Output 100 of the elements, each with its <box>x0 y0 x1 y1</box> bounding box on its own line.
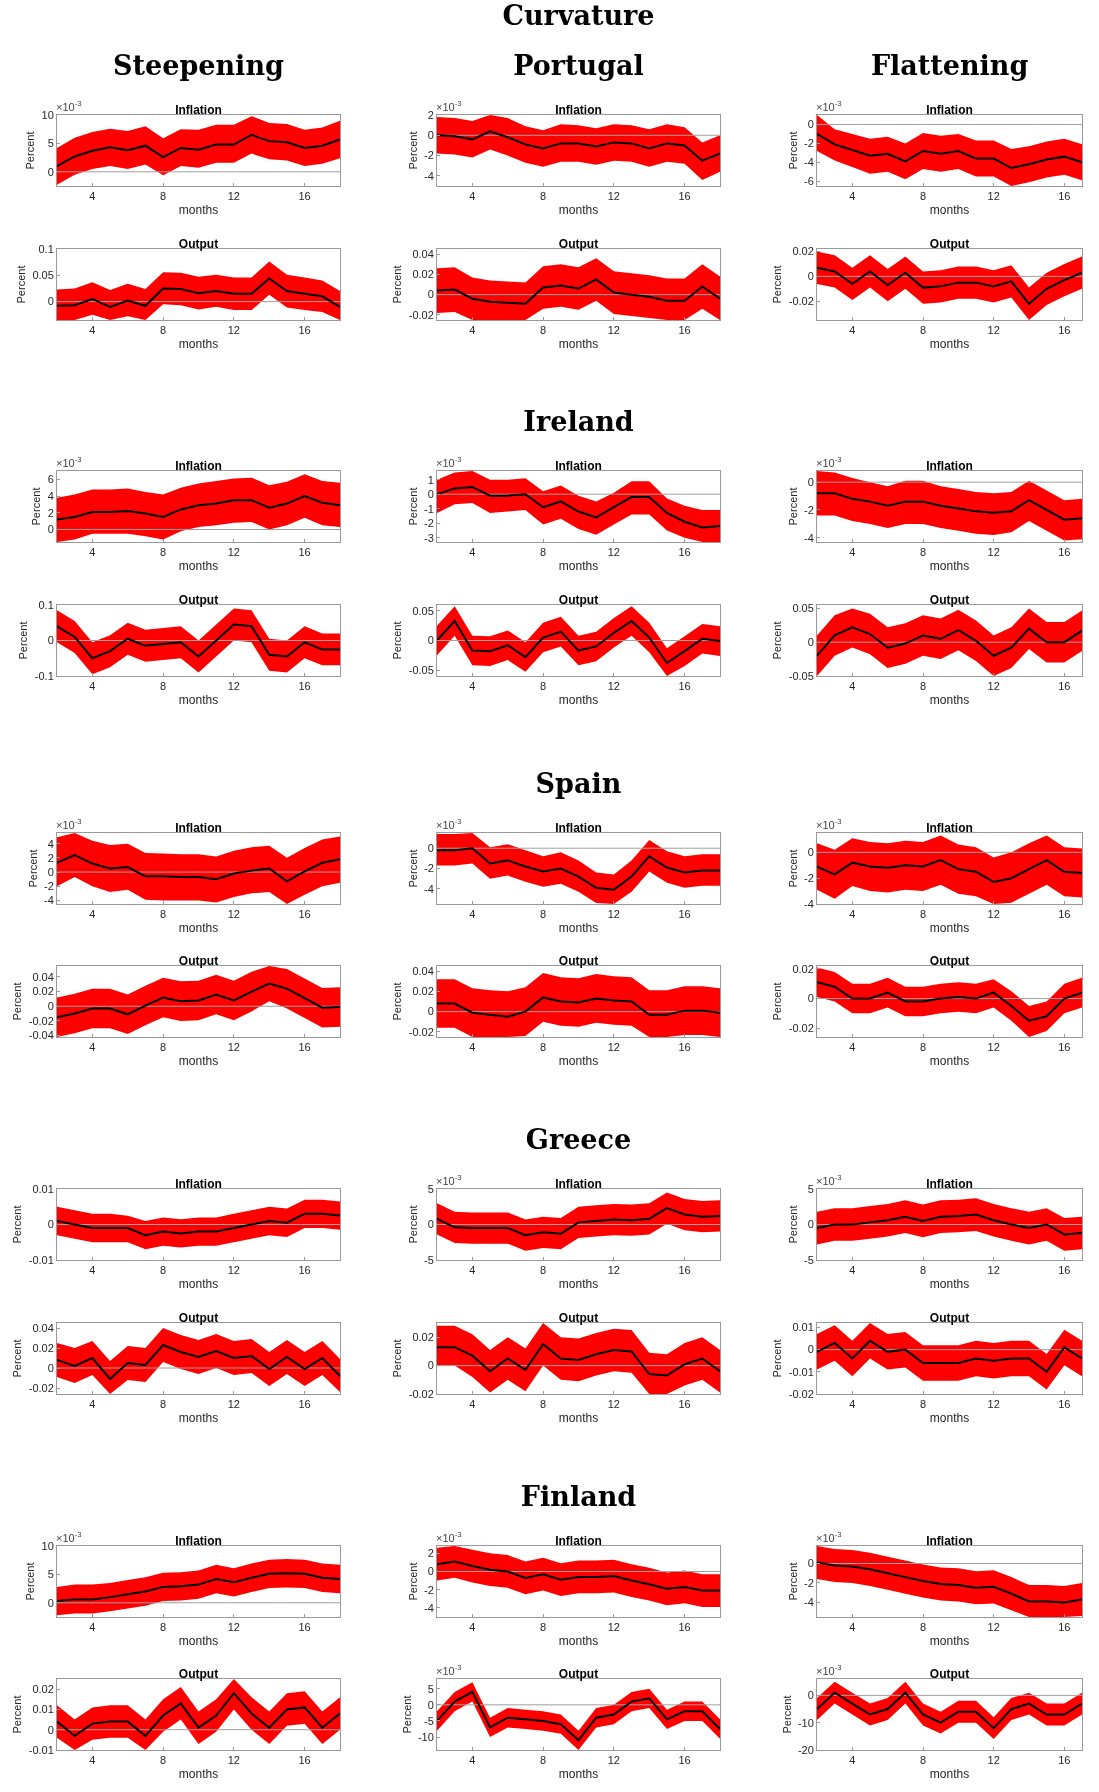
line-series <box>57 982 340 1019</box>
x-tick-label: 4 <box>849 1398 856 1411</box>
y-tick-label: 2 <box>427 108 434 121</box>
x-tick-label: 8 <box>919 1041 927 1054</box>
x-tick-label: 16 <box>298 190 311 203</box>
chart-title: Output <box>178 1311 219 1325</box>
y-tick-label: 0 <box>427 842 434 855</box>
chart-title: Output <box>929 593 970 607</box>
x-tick-label: 12 <box>987 1041 1000 1054</box>
x-tick-label: 16 <box>1058 1398 1071 1411</box>
y-axis-title: Percent <box>26 849 39 888</box>
chart-title: Inflation <box>926 1177 973 1191</box>
x-axis-title: months <box>558 693 599 708</box>
y-tick-label: 0.05 <box>792 602 814 615</box>
y-tick-label: 0.02 <box>412 268 434 281</box>
y-axis-title: Percent <box>780 1695 793 1734</box>
y-tick-label: -2 <box>804 1576 814 1589</box>
y-tick-label: 0 <box>807 846 814 859</box>
y-tick-label: 0.1 <box>38 598 54 611</box>
y-tick-label: 0 <box>47 1361 54 1374</box>
y-tick-label: 5 <box>47 1568 54 1581</box>
chart-subtitle: Steepening <box>112 49 285 83</box>
y-tick-label: -0.01 <box>788 1365 814 1378</box>
x-tick-label: 8 <box>160 908 167 921</box>
x-tick-label: 4 <box>89 908 96 921</box>
y-tick-label: 0 <box>427 1565 434 1578</box>
y-tick-label: 0.01 <box>32 1703 54 1716</box>
chart-title: Output <box>178 237 219 251</box>
x-tick-label: 16 <box>1058 1754 1071 1767</box>
x-tick-label: 12 <box>607 1264 621 1277</box>
x-axis-title: months <box>558 1277 599 1292</box>
y-tick-label: 2 <box>427 1547 434 1560</box>
line-series <box>817 859 1082 884</box>
chart-title: Output <box>558 593 599 607</box>
x-tick-label: 8 <box>540 546 547 559</box>
x-tick-label: 12 <box>607 1041 621 1054</box>
line-series <box>817 132 1082 170</box>
y-tick-label: 0 <box>807 1343 814 1356</box>
y-tick-label: -0.1 <box>34 669 54 682</box>
x-tick-label: 16 <box>678 546 691 559</box>
y-tick-label: 0.01 <box>792 1321 814 1334</box>
chart-title: Inflation <box>926 103 973 117</box>
x-axis-title: months <box>929 1277 970 1292</box>
text: ×10$^{-3}$ <box>56 99 82 113</box>
y-tick-label: 0 <box>47 1723 54 1736</box>
y-tick-label: 0 <box>47 865 54 878</box>
x-axis-title: months <box>558 1054 599 1069</box>
x-tick-label: 4 <box>849 1264 856 1277</box>
x-tick-label: 16 <box>1058 546 1071 559</box>
y-tick-label: -2 <box>424 149 434 162</box>
y-tick-label: -5 <box>424 1714 434 1727</box>
x-axis-title: months <box>558 559 599 574</box>
chart-title: Inflation <box>555 459 602 473</box>
y-tick-label: -4 <box>44 894 54 907</box>
x-tick-label: 12 <box>987 1398 1000 1411</box>
x-tick-label: 12 <box>987 324 1000 337</box>
y-tick-label: 0 <box>807 1218 814 1231</box>
chart-title: Output <box>929 237 970 251</box>
x-axis-title: months <box>558 1767 599 1782</box>
x-tick-label: 8 <box>540 908 547 921</box>
x-tick-label: 8 <box>919 190 927 203</box>
chart-title: Output <box>558 954 599 968</box>
chart-title: Inflation <box>175 1177 222 1191</box>
x-tick-label: 4 <box>89 1264 96 1277</box>
x-tick-label: 4 <box>89 1041 96 1054</box>
x-axis-title: months <box>178 1767 219 1782</box>
y-axis-title: Percent <box>30 487 43 526</box>
y-tick-label: -20 <box>797 1743 814 1756</box>
y-axis-title: Percent <box>391 1339 404 1378</box>
line-series <box>437 130 720 162</box>
y-tick-label: 0 <box>427 1218 434 1231</box>
y-tick-label: -6 <box>804 175 814 188</box>
x-tick-label: 4 <box>469 1041 476 1054</box>
y-tick-label: 0 <box>47 165 54 178</box>
chart-title: Inflation <box>926 459 973 473</box>
x-tick-label: 12 <box>607 1621 621 1634</box>
x-tick-label: 4 <box>89 1754 96 1767</box>
y-axis-title: Percent <box>406 1562 419 1601</box>
x-tick-label: 16 <box>1058 1264 1071 1277</box>
x-tick-label: 4 <box>469 190 476 203</box>
y-tick-label: 0 <box>807 475 814 488</box>
x-tick-label: 4 <box>469 1264 476 1277</box>
text: ×10$^{-3}$ <box>436 99 462 113</box>
x-tick-label: 8 <box>919 680 927 693</box>
y-tick-label: -2 <box>804 872 814 885</box>
y-tick-label: 0 <box>807 1557 814 1570</box>
y-tick-label: -0.02 <box>788 1021 814 1034</box>
x-tick-label: 4 <box>849 1754 856 1767</box>
x-tick-label: 8 <box>160 1398 167 1411</box>
chart-title: Inflation <box>175 103 222 117</box>
x-tick-label: 4 <box>469 908 476 921</box>
x-tick-label: 4 <box>849 546 856 559</box>
y-tick-label: 0 <box>427 1698 434 1711</box>
x-tick-label: 8 <box>919 1398 927 1411</box>
x-axis-title: months <box>558 1634 599 1649</box>
y-tick-label: 5 <box>427 1182 434 1195</box>
y-tick-label: 0.02 <box>32 1341 54 1354</box>
x-tick-label: 12 <box>987 190 1000 203</box>
y-axis-title: Percent <box>786 487 799 526</box>
y-tick-label: 0.04 <box>412 247 434 260</box>
